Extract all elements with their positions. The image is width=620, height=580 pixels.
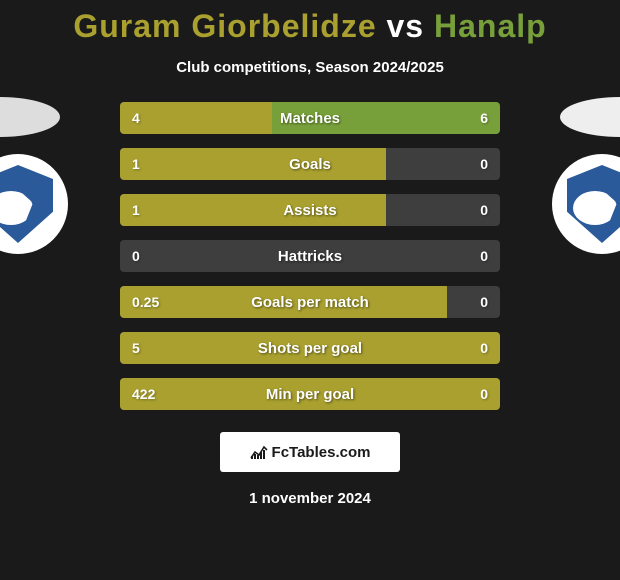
chart-icon xyxy=(250,445,268,459)
country-ellipse-right xyxy=(560,97,620,137)
stat-row: 1 0 Goals xyxy=(120,148,500,180)
bar-left xyxy=(120,102,272,134)
stat-label: Goals per match xyxy=(251,294,369,311)
bar-left xyxy=(120,194,386,226)
stat-label: Shots per goal xyxy=(258,340,362,357)
stat-value-left: 1 xyxy=(132,202,140,218)
stat-row: 5 0 Shots per goal xyxy=(120,332,500,364)
subtitle: Club competitions, Season 2024/2025 xyxy=(0,59,620,76)
comparison-title: Guram Giorbelidze vs Hanalp xyxy=(0,0,620,45)
stat-row: 0 0 Hattricks xyxy=(120,240,500,272)
stat-value-right: 0 xyxy=(480,294,488,310)
chart-area: 4 6 Matches 1 0 Goals 1 0 Assists 0 0 Hattricks 0.25… xyxy=(0,102,620,410)
footer-date: 1 november 2024 xyxy=(0,490,620,507)
bar-left xyxy=(120,148,386,180)
stat-label: Hattricks xyxy=(278,248,342,265)
stat-value-left: 0 xyxy=(132,248,140,264)
stat-value-right: 0 xyxy=(480,202,488,218)
stat-value-right: 0 xyxy=(480,386,488,402)
vs-text: vs xyxy=(387,8,425,44)
stat-value-right: 0 xyxy=(480,248,488,264)
stat-value-left: 422 xyxy=(132,386,155,402)
club-logo-right xyxy=(552,154,620,254)
stat-label: Goals xyxy=(289,156,331,173)
stat-value-right: 6 xyxy=(480,110,488,126)
stat-row: 0.25 0 Goals per match xyxy=(120,286,500,318)
brand-text: FcTables.com xyxy=(272,444,371,461)
stat-label: Matches xyxy=(280,110,340,127)
club-logo-left xyxy=(0,154,68,254)
player1-name: Guram Giorbelidze xyxy=(73,8,376,44)
stat-label: Min per goal xyxy=(266,386,354,403)
stat-value-right: 0 xyxy=(480,156,488,172)
stat-value-right: 0 xyxy=(480,340,488,356)
stat-value-left: 5 xyxy=(132,340,140,356)
stat-value-left: 4 xyxy=(132,110,140,126)
country-ellipse-left xyxy=(0,97,60,137)
stat-row: 422 0 Min per goal xyxy=(120,378,500,410)
stat-value-left: 0.25 xyxy=(132,294,159,310)
brand-badge: FcTables.com xyxy=(220,432,400,472)
stat-label: Assists xyxy=(283,202,336,219)
stat-row: 1 0 Assists xyxy=(120,194,500,226)
stat-rows: 4 6 Matches 1 0 Goals 1 0 Assists 0 0 Hattricks 0.25… xyxy=(120,102,500,410)
stat-value-left: 1 xyxy=(132,156,140,172)
stat-row: 4 6 Matches xyxy=(120,102,500,134)
player2-name: Hanalp xyxy=(434,8,547,44)
